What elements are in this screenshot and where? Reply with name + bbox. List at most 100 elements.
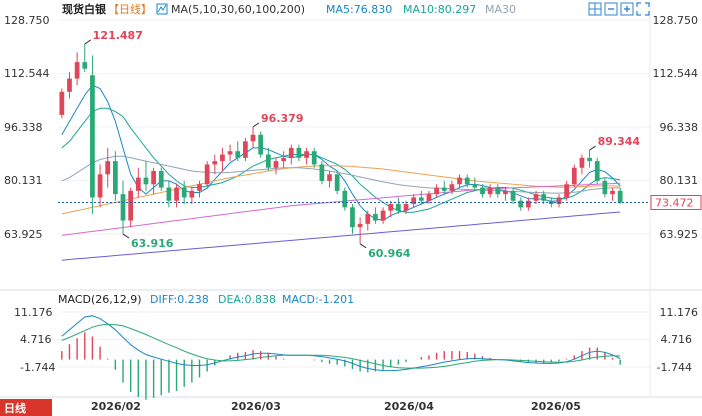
candle-body [90,75,95,198]
annotation-low-2: 60.964 [359,243,411,260]
candle-body [243,141,248,158]
annotation-high-1-label: 121.487 [93,29,143,42]
candle-body [541,194,547,201]
candle-body [487,187,493,195]
ma30-line [61,155,621,194]
macd-diff-readout: DIFF:0.238 [150,293,209,306]
candle-body [288,147,294,158]
macd-value-readout: MACD:-1.201 [282,293,354,306]
candle-body [395,204,401,211]
price-tick-right: 80.131 [660,174,699,187]
macd-tick-left: 4.716 [20,333,52,346]
candle-body [158,171,164,188]
candle-body [587,157,592,162]
candle-body [311,151,317,165]
candle-body [426,194,432,201]
price-tick-right: 63.925 [660,228,699,241]
ma-toggle[interactable] [156,3,168,15]
candle-body [204,164,210,185]
candle-body [388,204,394,211]
zoom-out-icon[interactable] [604,2,618,16]
ma-indicator-name: MA(5,10,30,60,100,200) [171,3,305,16]
candle-body [281,157,287,162]
candle-body [480,187,485,195]
annotation-low-1-label: 63.916 [131,237,174,250]
candle-body [250,134,256,142]
candle-body [128,190,134,221]
ma-toggle-box[interactable] [156,3,168,15]
candle-body [166,187,172,201]
candle-body [74,62,80,79]
crosshair-icon[interactable] [588,2,602,16]
annotation-high-2-label: 96.379 [261,112,303,125]
period-label[interactable]: 【日线】 [108,2,152,16]
macd-tick-left: 11.176 [14,306,53,319]
ma5-readout: MA5:76.830 [326,3,392,16]
ma30-readout: MA30 [485,3,516,16]
candle-body [181,187,187,198]
candle-body [304,151,309,158]
price-tick-right: 96.338 [660,121,699,134]
candle-body [434,187,439,195]
macd-dea-line [61,323,621,369]
candle-body [457,177,462,185]
price-tick-left: 128.750 [4,14,50,27]
zoom-in-icon[interactable] [620,2,634,16]
candle-body [579,157,585,168]
candle-body [220,154,225,162]
macd-tick-right: -1.744 [657,361,692,374]
candle-body [227,151,233,155]
candle-body [357,223,363,228]
candle-body [296,147,302,158]
candle-body [594,161,600,181]
candle-body [503,190,508,195]
candlestick-series [59,43,623,244]
annotation-high-2: 96.379 [252,112,303,128]
candle-body [59,91,65,115]
x-tick-label: 2026/04 [384,400,434,413]
candle-body [518,200,524,208]
candle-body [610,190,615,195]
x-tick-label: 2026/02 [91,400,141,413]
x-tick-label: 2026/05 [531,400,581,413]
ma200-line [61,211,621,261]
annotation-high-3: 89.344 [589,135,641,151]
candle-body [464,177,470,185]
candle-body [411,197,417,205]
candle-body [365,213,371,224]
candle-body [258,134,264,155]
macd-dea-readout: DEA:0.838 [218,293,276,306]
expand-icon[interactable] [636,2,650,16]
candle-body [526,200,531,208]
candle-body [105,161,111,175]
candle-body [373,213,378,221]
svg-text:日线: 日线 [4,401,26,415]
annotation-high-1: 121.487 [84,29,143,45]
candle-body [510,190,516,201]
price-tick-left: 112.544 [4,67,50,80]
candle-body [380,210,386,221]
candle-body [403,204,409,211]
candle-body [319,164,325,181]
candle-body [212,161,218,165]
current-price-box [650,194,702,210]
candle-body [418,197,424,201]
annotation-high-3-label: 89.344 [598,135,641,148]
ma-toggle-glyph [157,4,167,13]
current-price-label: 73.472 [655,196,694,209]
price-tick-left: 80.131 [4,174,43,187]
candle-body [273,161,279,168]
candle-body [617,190,623,203]
candle-body [112,161,118,195]
price-tick-right: 128.750 [653,14,699,27]
candle-body [342,190,348,208]
candle-body [151,171,156,185]
candle-body [235,151,241,158]
candle-body [556,197,562,205]
candle-body [533,194,539,201]
candle-body [495,187,501,195]
annotation-low-1: 63.916 [122,233,174,250]
current-price-marker: 73.472 [58,194,702,210]
candle-body [120,194,126,221]
